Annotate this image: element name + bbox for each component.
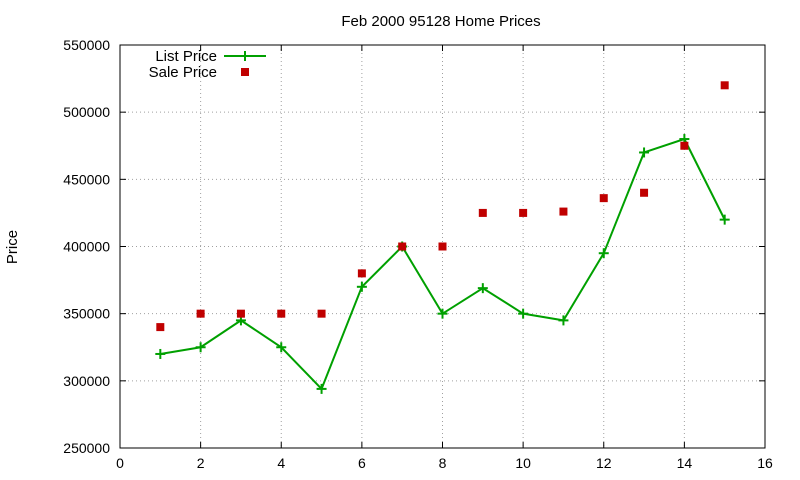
- legend-label: List Price: [155, 48, 217, 65]
- list-price-point: [477, 283, 488, 294]
- sale-price-point: [236, 309, 245, 318]
- sale-price-point: [357, 269, 366, 278]
- x-tick-label: 2: [197, 455, 205, 471]
- x-tick-label: 12: [596, 455, 612, 471]
- sale-price-point: [156, 323, 165, 332]
- sale-price-point: [519, 208, 528, 217]
- sale-price-point: [720, 81, 729, 90]
- y-tick-label: 300000: [63, 373, 110, 389]
- y-tick-label: 400000: [63, 239, 110, 255]
- x-tick-label: 6: [358, 455, 366, 471]
- plot-series: [155, 81, 730, 394]
- x-tick-label: 14: [677, 455, 693, 471]
- sale-price-point: [277, 309, 286, 318]
- list-price-point: [558, 315, 569, 326]
- sale-price-point: [640, 188, 649, 197]
- list-price-point: [437, 308, 448, 319]
- sale-price-point: [196, 309, 205, 318]
- sale-price-series: [156, 81, 729, 332]
- list-price-point: [598, 248, 609, 259]
- list-price-point: [155, 348, 166, 359]
- list-price-point: [316, 383, 327, 394]
- list-price-point: [719, 214, 730, 225]
- list-price-point: [639, 147, 650, 158]
- list-price-line: [160, 137, 726, 391]
- y-tick-label: 450000: [63, 171, 110, 187]
- legend-marker: [240, 51, 250, 61]
- sale-price-point: [438, 242, 447, 251]
- legend-marker: [241, 68, 249, 76]
- sale-price-point: [680, 141, 689, 150]
- y-tick-label: 500000: [63, 104, 110, 120]
- sale-price-point: [317, 309, 326, 318]
- x-tick-label: 10: [515, 455, 531, 471]
- y-axis-label: Price: [4, 230, 21, 264]
- sale-price-point: [559, 207, 568, 216]
- x-tick-label: 0: [116, 455, 124, 471]
- list-price-point: [356, 281, 367, 292]
- y-tick-label: 350000: [63, 306, 110, 322]
- x-tick-label: 16: [757, 455, 773, 471]
- y-tick-label: 550000: [63, 37, 110, 53]
- sale-price-point: [398, 242, 407, 251]
- sale-price-point: [478, 208, 487, 217]
- list-price-point: [195, 342, 206, 353]
- plot-frame: [119, 44, 766, 449]
- x-tick-label: 4: [277, 455, 285, 471]
- axis-ticks: 0 2 4 6 8 10 12 14 16 250000 300000 350000 400000 450…: [63, 37, 773, 471]
- legend-label: Sale Price: [149, 64, 217, 81]
- y-tick-label: 250000: [63, 440, 110, 456]
- chart-title: Feb 2000 95128 Home Prices: [341, 13, 540, 30]
- x-tick-label: 8: [439, 455, 447, 471]
- list-price-point: [518, 308, 529, 319]
- sale-price-point: [599, 194, 608, 203]
- list-price-point: [276, 342, 287, 353]
